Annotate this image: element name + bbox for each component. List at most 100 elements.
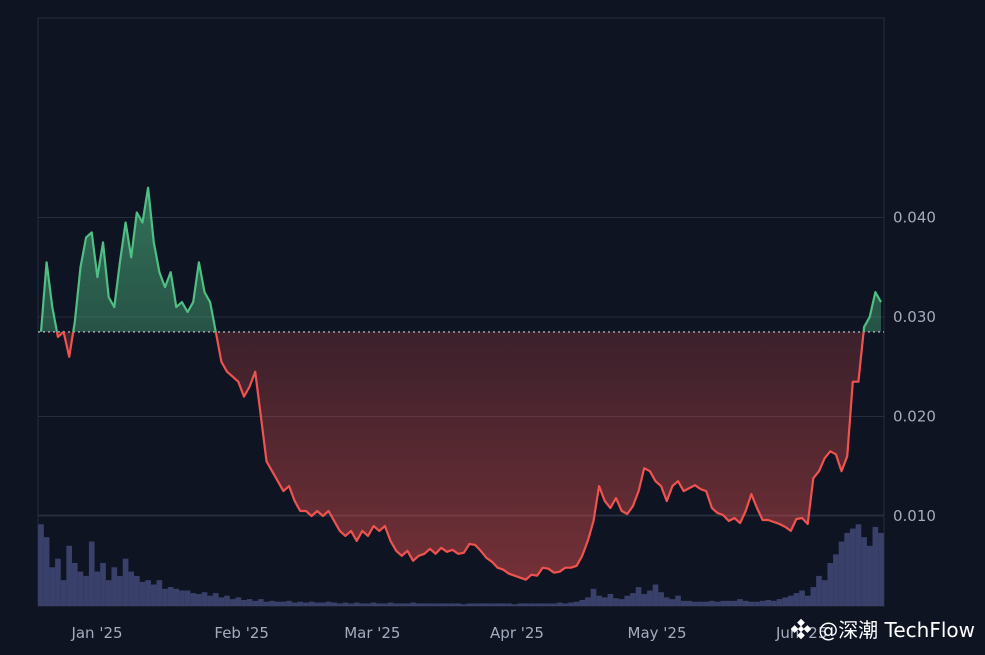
volume-bar <box>545 603 552 606</box>
volume-bar <box>252 600 259 606</box>
volume-bar <box>556 602 563 606</box>
volume-bar <box>72 563 78 606</box>
volume-bar <box>212 593 219 606</box>
x-tick-label: May '25 <box>628 624 687 642</box>
volume-bar <box>725 600 732 606</box>
volume-bar <box>771 600 777 606</box>
volume-bar <box>754 601 760 606</box>
volume-bar <box>506 603 512 606</box>
volume-bar <box>686 600 693 606</box>
volume-bar <box>162 588 168 606</box>
volume-bar <box>421 603 428 606</box>
volume-bar <box>173 588 180 606</box>
price-line <box>39 186 882 581</box>
volume-bar <box>387 602 394 606</box>
volume-bar <box>83 575 89 606</box>
y-tick-label: 0.020 <box>893 408 936 426</box>
volume-bar <box>737 599 743 606</box>
volume-bar <box>122 558 129 606</box>
x-tick-label: Apr '25 <box>490 624 544 642</box>
volume-bar <box>539 603 546 606</box>
volume-bar <box>353 602 360 606</box>
volume-bar <box>472 603 478 606</box>
volume-bar <box>393 603 399 606</box>
volume-bar <box>675 595 681 606</box>
volume-bar <box>258 599 264 606</box>
area-below-baseline <box>56 331 864 580</box>
volume-bar <box>551 603 557 606</box>
volume-bar <box>776 599 783 606</box>
volume-bar <box>184 590 191 606</box>
volume-bar <box>128 571 135 606</box>
volume-bar <box>624 595 631 606</box>
volume-bar <box>523 603 529 606</box>
volume-bar <box>720 600 726 606</box>
volume-bar <box>449 603 456 606</box>
volume-bar <box>263 601 270 606</box>
volume-bar <box>838 541 845 606</box>
x-tick-label: Mar '25 <box>344 624 400 642</box>
volume-bar <box>827 563 834 606</box>
volume-bar <box>658 592 664 606</box>
volume-bar <box>415 603 422 606</box>
volume-bar <box>376 603 383 606</box>
volume-bar <box>697 601 704 606</box>
volume-bar <box>156 580 163 606</box>
volume-bar <box>274 601 281 606</box>
volume-bar <box>55 558 61 606</box>
volume-bar <box>562 603 569 606</box>
volume-bar <box>139 581 146 606</box>
volume-bar <box>224 595 230 606</box>
volume-bar <box>669 599 676 606</box>
volume-bar <box>878 532 884 606</box>
volume-bar <box>641 593 648 606</box>
watermark-text: @深潮 TechFlow <box>818 618 975 642</box>
volume-bar <box>793 593 800 606</box>
volume-bar <box>849 528 856 606</box>
volume-bar <box>246 599 253 606</box>
volume-bar <box>77 571 84 606</box>
volume-bar <box>714 601 721 606</box>
volume-bar <box>579 599 586 606</box>
volume-bar <box>630 593 636 606</box>
volume-bar <box>38 524 44 606</box>
volume-bar <box>466 603 473 606</box>
volume-bar <box>590 588 597 606</box>
volume-bar <box>816 575 822 606</box>
volume-bar <box>494 603 501 606</box>
volume-bar <box>196 593 202 606</box>
volume-bar <box>833 554 839 606</box>
volume-bar <box>201 592 208 606</box>
volume-bar <box>534 603 540 606</box>
volume-bar <box>286 600 292 606</box>
volume-bar <box>365 603 371 606</box>
price-line-down <box>41 331 865 581</box>
volume-bar <box>117 575 123 606</box>
binance-logo-icon <box>790 618 812 639</box>
volume-bar <box>680 600 687 606</box>
volume-bar <box>844 532 850 606</box>
y-tick-label: 0.040 <box>893 209 936 227</box>
volume-bar <box>269 600 275 606</box>
volume-bar <box>703 601 710 606</box>
volume-bar <box>331 602 337 606</box>
volume-bar <box>88 541 95 606</box>
volume-bar <box>218 597 225 606</box>
volume-bar <box>336 603 343 606</box>
volume-bar <box>709 600 715 606</box>
volume-bar <box>342 602 349 606</box>
volume-bars <box>38 524 884 606</box>
volume-bar <box>303 602 309 606</box>
volume-bar <box>759 600 766 606</box>
volume-bar <box>855 524 862 606</box>
volume-bar <box>314 602 321 606</box>
volume-bar <box>229 599 236 606</box>
volume-bar <box>607 593 614 606</box>
volume-bar <box>359 603 366 606</box>
volume-bar <box>585 597 591 606</box>
volume-bar <box>370 602 377 606</box>
volume-bar <box>404 603 411 606</box>
volume-bar <box>444 603 450 606</box>
volume-bar <box>455 603 461 606</box>
